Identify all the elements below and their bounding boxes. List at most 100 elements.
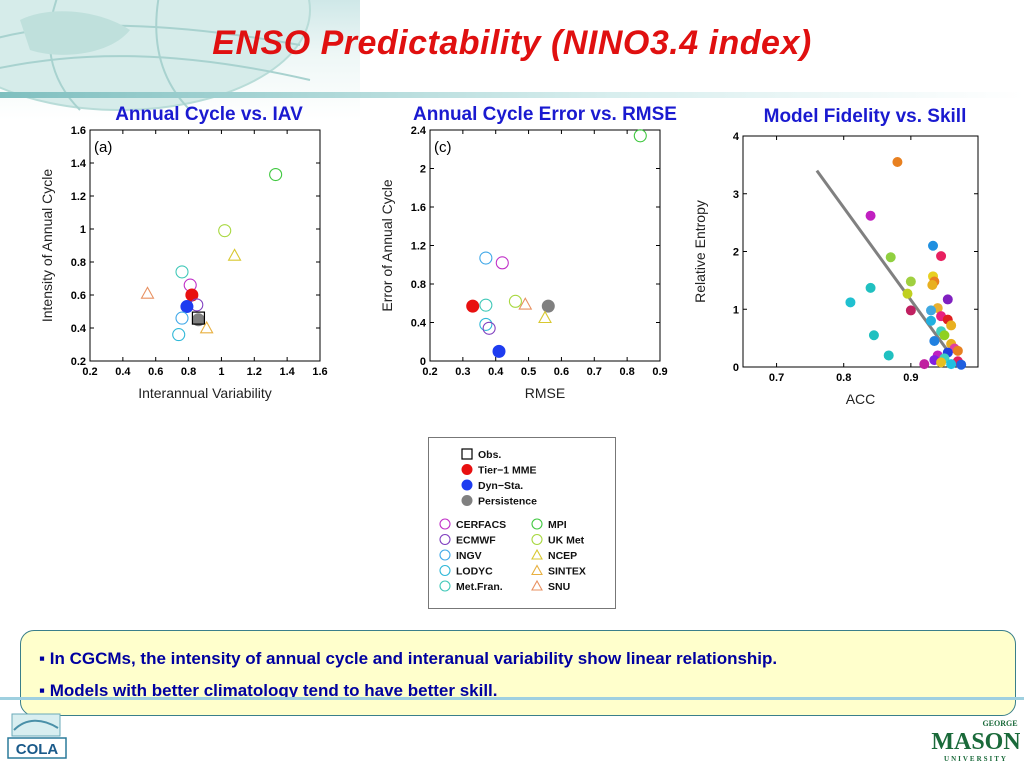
- y-tick-label: 1: [80, 224, 86, 236]
- y-tick-label: 3: [733, 189, 739, 201]
- cola-logo: COLA: [6, 712, 68, 762]
- data-point: [919, 359, 930, 370]
- x-axis-label: Interannual Variability: [138, 385, 272, 401]
- data-point: [928, 240, 939, 251]
- legend-marker: [531, 579, 543, 591]
- panel-label: (c): [434, 139, 452, 156]
- legend-label: CERFACS: [456, 519, 506, 531]
- y-tick-label: 1.6: [411, 202, 426, 214]
- y-tick-label: 1.6: [71, 125, 86, 137]
- x-tick-label: 0.7: [769, 372, 784, 384]
- panel-label: (a): [94, 139, 112, 156]
- svg-text:MASON: MASON: [931, 729, 1020, 755]
- legend-label: Obs.: [478, 449, 501, 461]
- data-point: [180, 300, 194, 314]
- legend-label: ECMWF: [456, 535, 496, 547]
- chart-annual-cycle-vs-iav: 0.2 0.4 0.6 0.8 1 1.2 1.4 1.6 0.2 0.4 0.6 0.8 1 1.2 1.…: [39, 125, 328, 401]
- data-point: [902, 288, 913, 299]
- data-point: [905, 276, 916, 287]
- x-tick-label: 1.6: [312, 366, 327, 378]
- x-axis-label: ACC: [846, 391, 876, 407]
- legend-marker: [531, 564, 543, 576]
- legend-label: INGV: [456, 550, 482, 562]
- legend-marker: [461, 464, 473, 475]
- data-point: [199, 320, 214, 334]
- george-mason-logo-icon: GEORGE MASON UNIVERSITY: [931, 719, 1021, 763]
- data-point: [942, 294, 953, 305]
- y-tick-label: 1: [733, 304, 739, 316]
- data-point: [927, 279, 938, 290]
- data-point: [495, 256, 509, 270]
- data-point: [482, 321, 496, 335]
- x-tick-label: 1.2: [247, 366, 262, 378]
- y-tick-label: 0.8: [71, 257, 86, 269]
- data-point: [936, 357, 947, 368]
- legend-marker: [439, 564, 451, 577]
- legend-label: LODYC: [456, 566, 493, 578]
- data-point: [227, 248, 242, 261]
- svg-text:COLA: COLA: [16, 741, 59, 758]
- summary-box: ▪ In CGCMs, the intensity of annual cycl…: [20, 630, 1016, 716]
- data-point: [926, 305, 936, 316]
- data-point: [929, 336, 940, 347]
- legend-marker: [461, 495, 473, 506]
- legend-marker: [531, 518, 543, 530]
- legend-label: MPI: [548, 519, 567, 531]
- x-tick-label: 0.8: [836, 372, 851, 384]
- y-axis-label: Relative Entropy: [692, 200, 708, 303]
- panel-a-title: Annual Cycle vs. IAV: [115, 104, 303, 125]
- data-point: [926, 315, 936, 326]
- y-tick-label: 0.6: [71, 290, 86, 302]
- x-tick-label: 1: [218, 366, 224, 378]
- legend-label: Persistence: [478, 496, 537, 508]
- data-point: [218, 224, 232, 238]
- legend-label: Tier−1 MME: [478, 465, 536, 477]
- y-tick-label: 0: [420, 356, 426, 368]
- data-point: [956, 359, 967, 370]
- x-tick-label: 0.4: [115, 366, 131, 378]
- legend-marker: [439, 580, 451, 592]
- data-point: [479, 251, 493, 265]
- y-tick-label: 0: [733, 362, 739, 374]
- data-point: [885, 252, 896, 263]
- y-tick-label: 2: [733, 247, 739, 259]
- data-point: [492, 344, 506, 358]
- data-point: [939, 330, 950, 341]
- y-tick-label: 0.2: [71, 356, 86, 368]
- legend-entries: Obs. Tier−1 MME Dyn−Sta. Persistence CERFACS…: [439, 448, 586, 593]
- data-point: [892, 156, 903, 167]
- summary-bullet-1: ▪ In CGCMs, the intensity of annual cycl…: [39, 649, 778, 668]
- legend-marker: [439, 518, 451, 530]
- data-point: [946, 359, 957, 370]
- data-point: [479, 298, 493, 312]
- data-point: [905, 305, 916, 316]
- plot-frame: [89, 129, 321, 362]
- x-tick-label: 0.6: [148, 366, 163, 378]
- slide-title: ENSO Predictability (NINO3.4 index): [212, 24, 812, 62]
- data-point: [479, 317, 493, 331]
- data-point: [172, 328, 186, 342]
- x-tick-label: 0.8: [619, 366, 634, 378]
- data-point: [868, 330, 879, 341]
- x-tick-label: 0.8: [181, 366, 196, 378]
- legend-label: Met.Fran.: [456, 581, 503, 593]
- data-point: [865, 282, 876, 293]
- x-tick-label: 0.9: [903, 372, 918, 384]
- data-point: [538, 310, 552, 324]
- data-point: [883, 350, 894, 361]
- x-tick-label: 0.2: [82, 366, 97, 378]
- legend-label: SNU: [548, 581, 570, 593]
- globe-icon: [0, 0, 311, 111]
- x-tick-label: 0.5: [521, 366, 536, 378]
- header-band: [0, 92, 1024, 98]
- legend-label: NCEP: [548, 550, 577, 562]
- y-tick-label: 1.2: [71, 191, 86, 203]
- legend-marker: [461, 448, 473, 460]
- data-point: [936, 251, 947, 262]
- x-tick-label: 0.6: [554, 366, 569, 378]
- chart-model-fidelity-vs-skill: 0.7 0.8 0.9 0 1 2 3 4 ACC Relative Entropy: [692, 131, 979, 407]
- panel-c-title: Annual Cycle Error vs. RMSE: [413, 104, 677, 125]
- x-tick-label: 0.4: [488, 366, 504, 378]
- data-point: [466, 299, 480, 313]
- x-axis-label: RMSE: [525, 385, 565, 401]
